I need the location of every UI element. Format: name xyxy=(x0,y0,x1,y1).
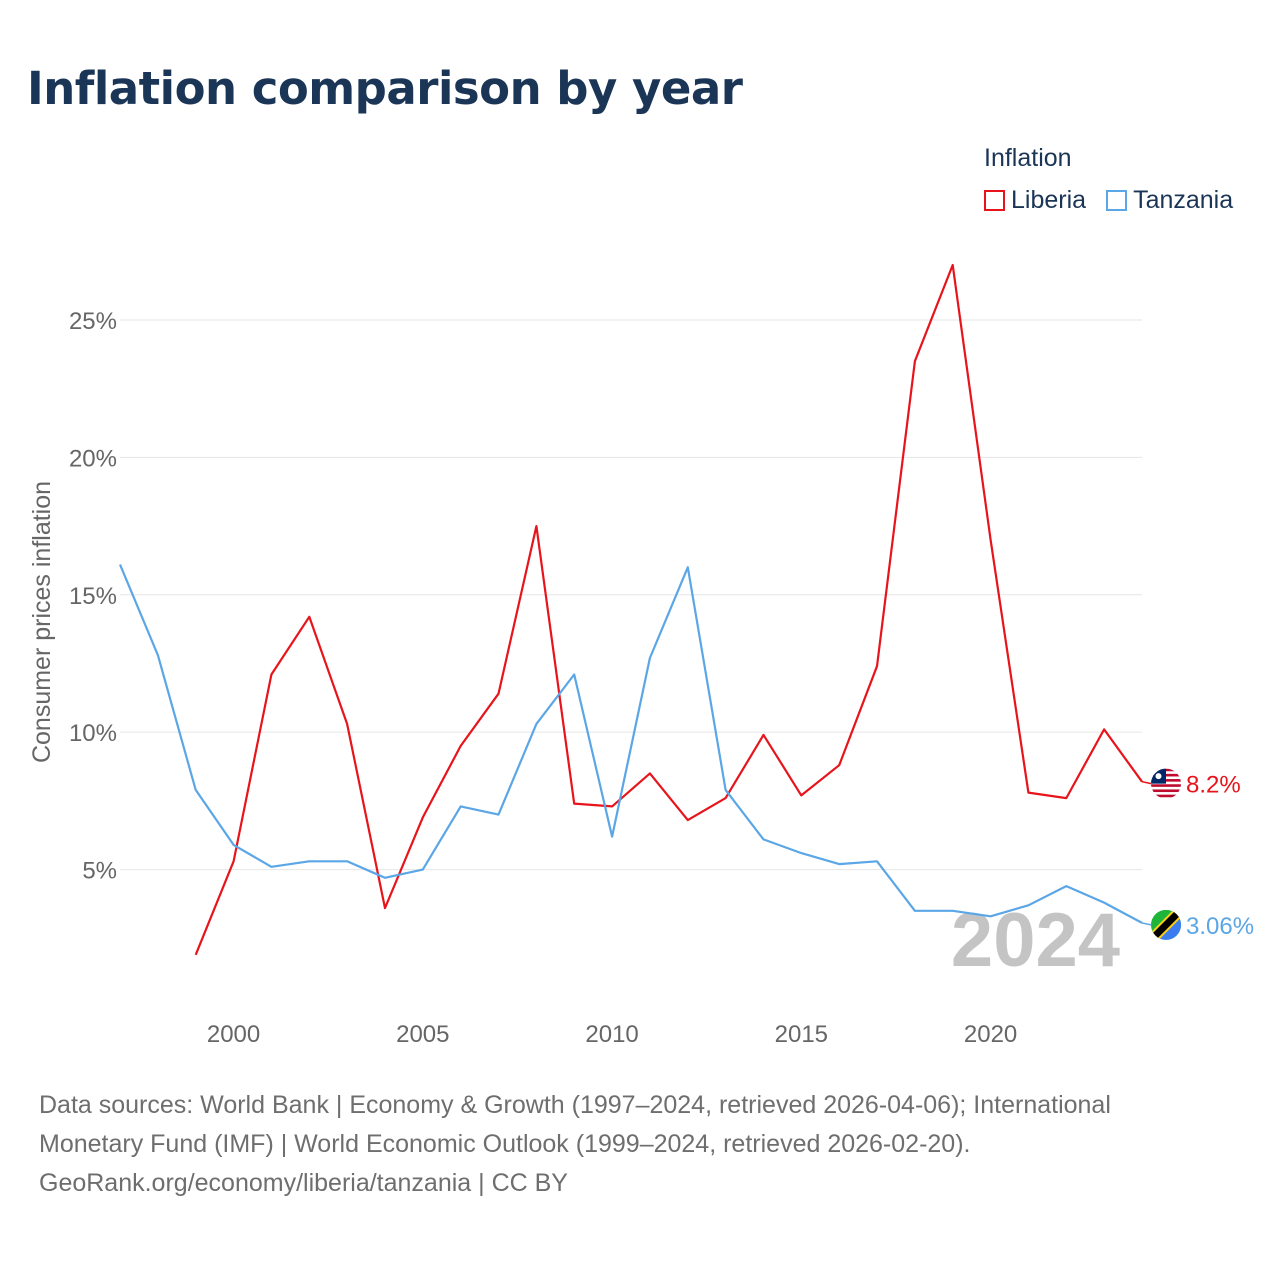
data-point-tanzania[interactable] xyxy=(683,562,693,572)
data-point-tanzania[interactable] xyxy=(191,785,201,795)
source-note: Data sources: World Bank | Economy & Gro… xyxy=(39,1086,1239,1203)
end-value-label-tanzania: 3.06% xyxy=(1186,913,1254,940)
legend-item-tanzania[interactable]: Tanzania xyxy=(1106,186,1233,215)
data-point-liberia[interactable] xyxy=(531,521,541,531)
x-tick-label: 2020 xyxy=(964,1021,1017,1048)
legend-swatch-liberia xyxy=(984,190,1005,211)
x-tick-label: 2005 xyxy=(396,1021,449,1048)
y-axis-ticks: 5% 10% 15% 20% 25% xyxy=(69,308,117,885)
data-point-liberia[interactable] xyxy=(645,768,655,778)
x-axis-ticks: 2000 2005 2010 2015 2020 xyxy=(207,1021,1017,1048)
data-point-tanzania[interactable] xyxy=(229,840,239,850)
source-line-3[interactable]: GeoRank.org/economy/liberia/tanzania | C… xyxy=(39,1169,568,1197)
data-point-tanzania[interactable] xyxy=(986,911,996,921)
data-point-tanzania[interactable] xyxy=(266,862,276,872)
end-value-label-liberia: 8.2% xyxy=(1186,772,1241,799)
end-connector-liberia xyxy=(1141,780,1152,785)
data-point-liberia[interactable] xyxy=(456,741,466,751)
data-point-liberia[interactable] xyxy=(380,903,390,913)
x-tick-label: 2010 xyxy=(585,1021,638,1048)
x-tick-label: 2000 xyxy=(207,1021,260,1048)
legend-title: Inflation xyxy=(984,144,1072,172)
end-markers: 8.2% 3.06% xyxy=(1141,768,1254,940)
data-point-liberia[interactable] xyxy=(986,535,996,545)
data-point-tanzania[interactable] xyxy=(380,873,390,883)
data-point-tanzania[interactable] xyxy=(531,719,541,729)
y-tick-label: 5% xyxy=(82,858,117,885)
data-point-tanzania[interactable] xyxy=(115,560,125,570)
x-tick-label: 2015 xyxy=(775,1021,828,1048)
legend-item-liberia[interactable]: Liberia xyxy=(984,186,1086,215)
current-year-label: 2024 xyxy=(951,898,1120,983)
tanzania-flag-icon xyxy=(1151,909,1181,940)
data-point-tanzania[interactable] xyxy=(494,810,504,820)
data-point-liberia[interactable] xyxy=(758,730,768,740)
data-point-liberia[interactable] xyxy=(796,790,806,800)
data-point-tanzania[interactable] xyxy=(948,906,958,916)
grid-lines xyxy=(120,319,1142,871)
data-point-liberia[interactable] xyxy=(229,856,239,866)
legend-label-tanzania: Tanzania xyxy=(1133,186,1234,214)
data-point-tanzania[interactable] xyxy=(758,834,768,844)
data-point-tanzania[interactable] xyxy=(872,856,882,866)
legend: Liberia Tanzania xyxy=(984,186,1253,215)
data-point-liberia[interactable] xyxy=(834,760,844,770)
data-point-liberia[interactable] xyxy=(1061,793,1071,803)
end-connector-tanzania xyxy=(1141,922,1152,926)
y-tick-label: 20% xyxy=(69,445,117,472)
y-tick-label: 10% xyxy=(69,720,117,747)
y-axis-label: Consumer prices inflation xyxy=(28,481,56,763)
chart-title: Inflation comparison by year xyxy=(27,62,743,115)
data-point-tanzania[interactable] xyxy=(721,785,731,795)
data-point-tanzania[interactable] xyxy=(607,832,617,842)
data-point-tanzania[interactable] xyxy=(456,801,466,811)
data-point-tanzania[interactable] xyxy=(645,653,655,663)
data-point-liberia[interactable] xyxy=(342,719,352,729)
legend-label-liberia: Liberia xyxy=(1011,186,1087,214)
data-point-liberia[interactable] xyxy=(872,661,882,671)
data-point-liberia[interactable] xyxy=(418,812,428,822)
data-point-tanzania[interactable] xyxy=(1099,898,1109,908)
data-point-liberia[interactable] xyxy=(607,801,617,811)
data-point-tanzania[interactable] xyxy=(910,906,920,916)
data-point-tanzania[interactable] xyxy=(569,669,579,679)
data-point-liberia[interactable] xyxy=(494,689,504,699)
data-point-liberia[interactable] xyxy=(304,612,314,622)
data-point-liberia[interactable] xyxy=(948,260,958,270)
y-tick-label: 25% xyxy=(69,308,117,335)
data-point-liberia[interactable] xyxy=(191,950,201,960)
data-point-tanzania[interactable] xyxy=(796,848,806,858)
data-point-liberia[interactable] xyxy=(266,669,276,679)
data-point-liberia[interactable] xyxy=(1099,724,1109,734)
data-point-tanzania[interactable] xyxy=(834,859,844,869)
data-point-liberia[interactable] xyxy=(910,356,920,366)
data-point-tanzania[interactable] xyxy=(418,865,428,875)
y-tick-label: 15% xyxy=(69,583,117,610)
series-line-tanzania[interactable] xyxy=(118,564,1143,924)
series-lines xyxy=(115,260,1143,960)
data-point-tanzania[interactable] xyxy=(304,856,314,866)
data-point-liberia[interactable] xyxy=(1023,788,1033,798)
source-line-1: Data sources: World Bank | Economy & Gro… xyxy=(39,1091,1111,1119)
source-line-2: Monetary Fund (IMF) | World Economic Out… xyxy=(39,1130,971,1158)
data-point-tanzania[interactable] xyxy=(342,856,352,866)
liberia-flag-icon xyxy=(1151,768,1181,799)
data-point-tanzania[interactable] xyxy=(1061,881,1071,891)
series-line-liberia[interactable] xyxy=(194,263,1143,956)
data-point-liberia[interactable] xyxy=(569,799,579,809)
data-point-liberia[interactable] xyxy=(683,815,693,825)
data-point-tanzania[interactable] xyxy=(1023,900,1033,910)
line-chart: 5% 10% 15% 20% 25% 2000 2005 2010 2015 2020 Cons… xyxy=(28,260,1254,1048)
data-point-tanzania[interactable] xyxy=(153,650,163,660)
legend-swatch-tanzania xyxy=(1106,190,1128,211)
